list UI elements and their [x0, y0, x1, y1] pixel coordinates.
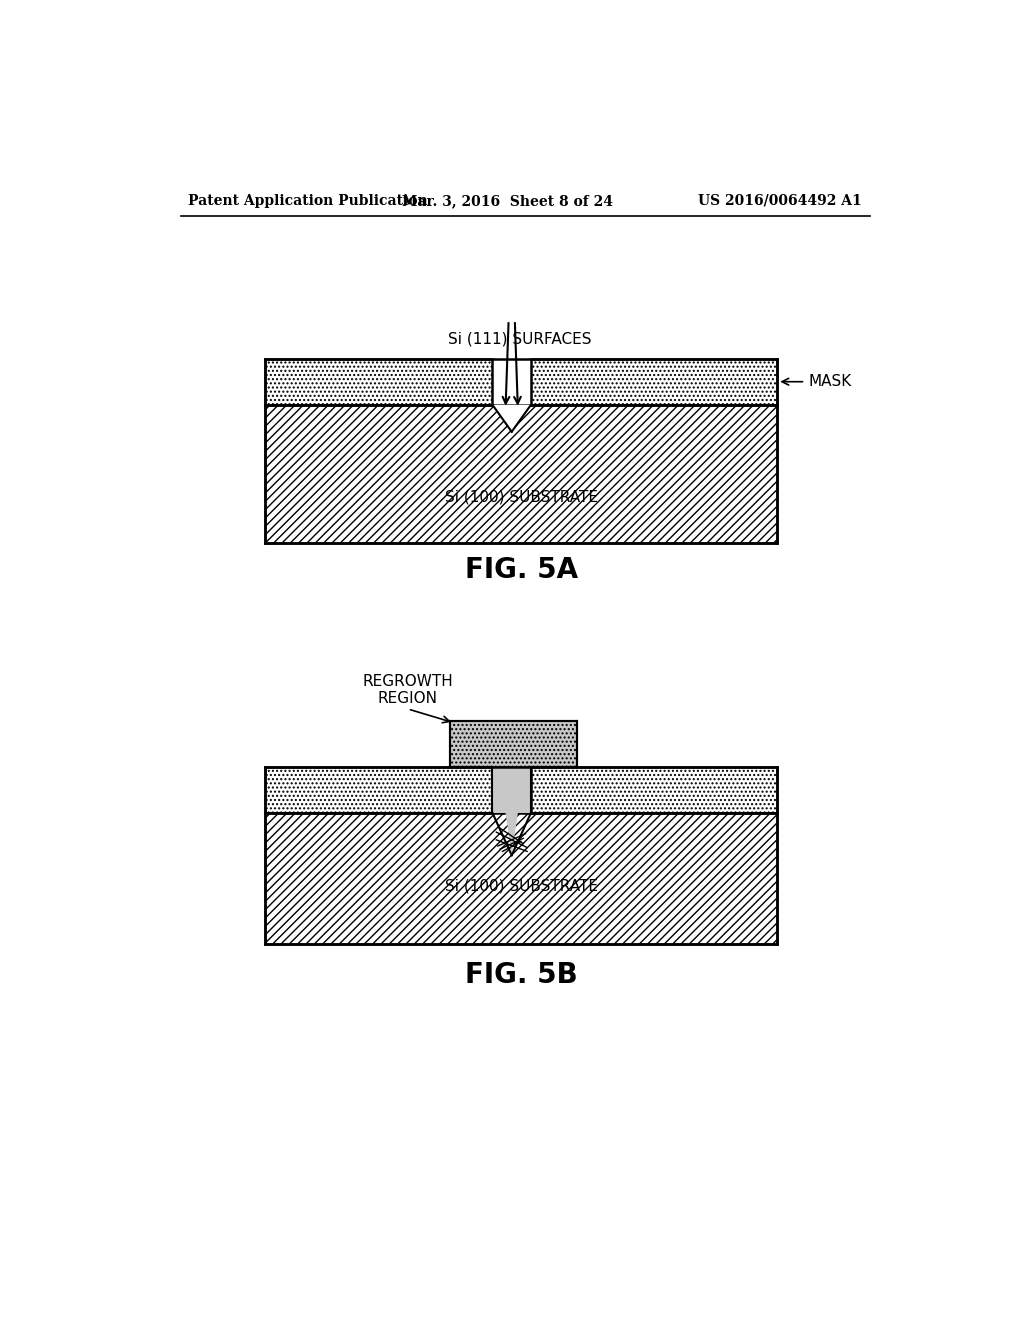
- Bar: [265, 767, 493, 813]
- Bar: [531, 767, 777, 813]
- Text: Si (100) SUBSTRATE: Si (100) SUBSTRATE: [444, 879, 598, 894]
- Text: MASK: MASK: [782, 374, 851, 389]
- Text: FIG. 5B: FIG. 5B: [465, 961, 578, 989]
- Text: Si (100) SUBSTRATE: Si (100) SUBSTRATE: [444, 490, 598, 504]
- Text: Patent Application Publication: Patent Application Publication: [188, 194, 428, 207]
- Text: Mar. 3, 2016  Sheet 8 of 24: Mar. 3, 2016 Sheet 8 of 24: [402, 194, 613, 207]
- Bar: [493, 767, 531, 813]
- Bar: [265, 405, 777, 544]
- Bar: [265, 359, 493, 405]
- Text: US 2016/0064492 A1: US 2016/0064492 A1: [698, 194, 862, 207]
- Text: FIG. 5A: FIG. 5A: [465, 556, 578, 585]
- Bar: [531, 359, 777, 405]
- Text: Si (111) SURFACES: Si (111) SURFACES: [447, 331, 591, 347]
- Text: REGROWTH
REGION: REGROWTH REGION: [362, 673, 454, 706]
- Polygon shape: [493, 767, 531, 855]
- Polygon shape: [493, 405, 531, 432]
- Bar: [451, 721, 578, 767]
- Bar: [265, 813, 777, 944]
